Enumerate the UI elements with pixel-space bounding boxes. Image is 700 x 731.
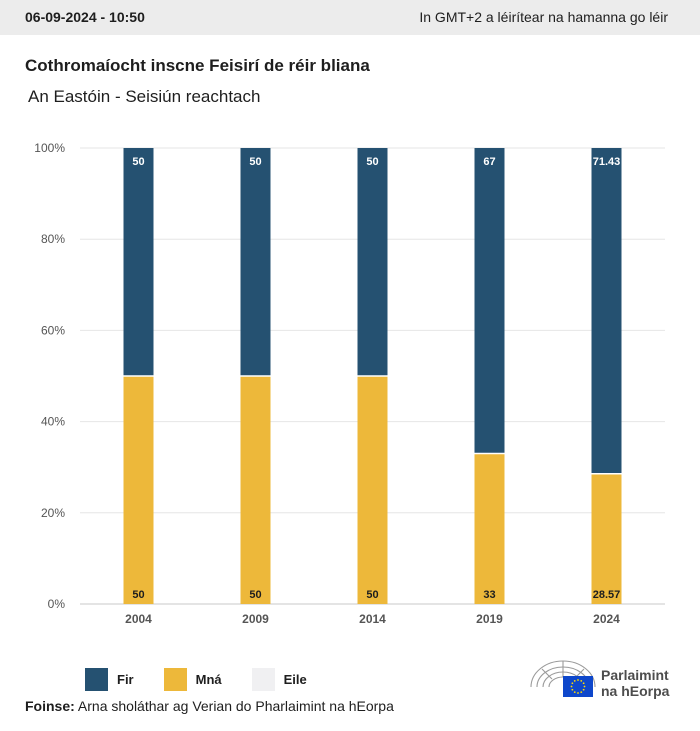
eu-star	[582, 682, 585, 685]
bar-men	[357, 148, 388, 376]
eu-flag-icon	[563, 676, 593, 697]
x-tick-label: 2019	[476, 612, 503, 626]
bar-women	[474, 453, 505, 604]
stacked-bar-chart: 0% 20% 40% 60% 80% 100% 50 50 2004 50 50 2009 50 50 20…	[34, 141, 665, 626]
data-label-women: 50	[249, 589, 261, 601]
legend: Fir Mná Eile	[85, 666, 337, 692]
chart-title: Cothromaíocht inscne Feisirí de réir bli…	[25, 56, 370, 75]
top-bar: 06-09-2024 - 10:50 In GMT+2 a léirítear …	[0, 0, 700, 35]
data-label-men: 50	[249, 156, 261, 168]
timestamp: 06-09-2024 - 10:50	[25, 9, 145, 25]
source-note: Foinse: Arna sholáthar ag Verian do Phar…	[25, 698, 394, 714]
european-parliament-logo	[530, 660, 596, 697]
data-label-men: 67	[483, 156, 495, 168]
legend-swatch-men	[85, 667, 108, 691]
eu-star	[577, 679, 579, 681]
logo-text: Parlaimint na hEorpa	[601, 667, 669, 699]
x-tick-label: 2009	[242, 612, 269, 626]
bar-women	[123, 376, 154, 604]
data-label-women: 50	[366, 589, 378, 601]
data-label-men: 71.43	[593, 156, 621, 168]
legend-label-women: Mná	[195, 671, 222, 687]
y-tick-label: 80%	[41, 232, 65, 246]
eu-star	[573, 679, 576, 682]
eu-stars	[570, 679, 586, 694]
chart-subtitle: An Eastóin - Seisiún reachtach	[28, 87, 261, 106]
legend-swatch-other	[251, 667, 275, 691]
bar-women	[591, 473, 622, 604]
x-tick-label: 2004	[125, 612, 152, 626]
eu-star	[580, 691, 583, 694]
legend-label-other: Eile	[283, 671, 307, 687]
legend-item-women[interactable]: Mná	[163, 667, 222, 691]
bar-men	[591, 148, 622, 474]
y-tick-label: 60%	[41, 323, 65, 337]
eu-star	[571, 682, 574, 685]
bar-women	[240, 376, 271, 604]
eu-star	[582, 688, 585, 691]
bar-men	[240, 148, 271, 376]
data-label-men: 50	[132, 156, 144, 168]
eu-star	[573, 691, 576, 694]
bar-women	[357, 376, 388, 604]
data-label-women: 50	[132, 589, 144, 601]
source-text: Arna sholáthar ag Verian do Pharlaimint …	[77, 698, 394, 714]
eu-star	[571, 688, 574, 691]
logo-line-1: Parlaimint	[601, 667, 669, 683]
bar-men	[123, 148, 154, 376]
legend-swatch-women	[163, 667, 187, 691]
legend-item-men[interactable]: Fir	[85, 667, 134, 691]
y-tick-label: 0%	[48, 597, 66, 611]
data-label-men: 50	[366, 156, 378, 168]
x-tick-label: 2024	[593, 612, 620, 626]
eu-star	[577, 692, 579, 694]
timezone-note: In GMT+2 a léirítear na hamanna go léir	[419, 9, 668, 25]
data-label-women: 28.57	[593, 589, 621, 601]
legend-item-other[interactable]: Eile	[251, 667, 307, 691]
y-tick-label: 20%	[41, 506, 65, 520]
y-tick-label: 40%	[41, 415, 65, 429]
legend-label-men: Fir	[117, 671, 134, 687]
bar-men	[474, 148, 505, 454]
logo-line-2: na hEorpa	[601, 683, 670, 699]
eu-star	[580, 679, 583, 682]
data-label-women: 33	[483, 589, 495, 601]
x-tick-label: 2014	[359, 612, 386, 626]
source-label: Foinse:	[25, 698, 75, 714]
eu-star	[583, 685, 586, 688]
eu-star	[570, 685, 573, 688]
y-tick-label: 100%	[34, 141, 65, 155]
